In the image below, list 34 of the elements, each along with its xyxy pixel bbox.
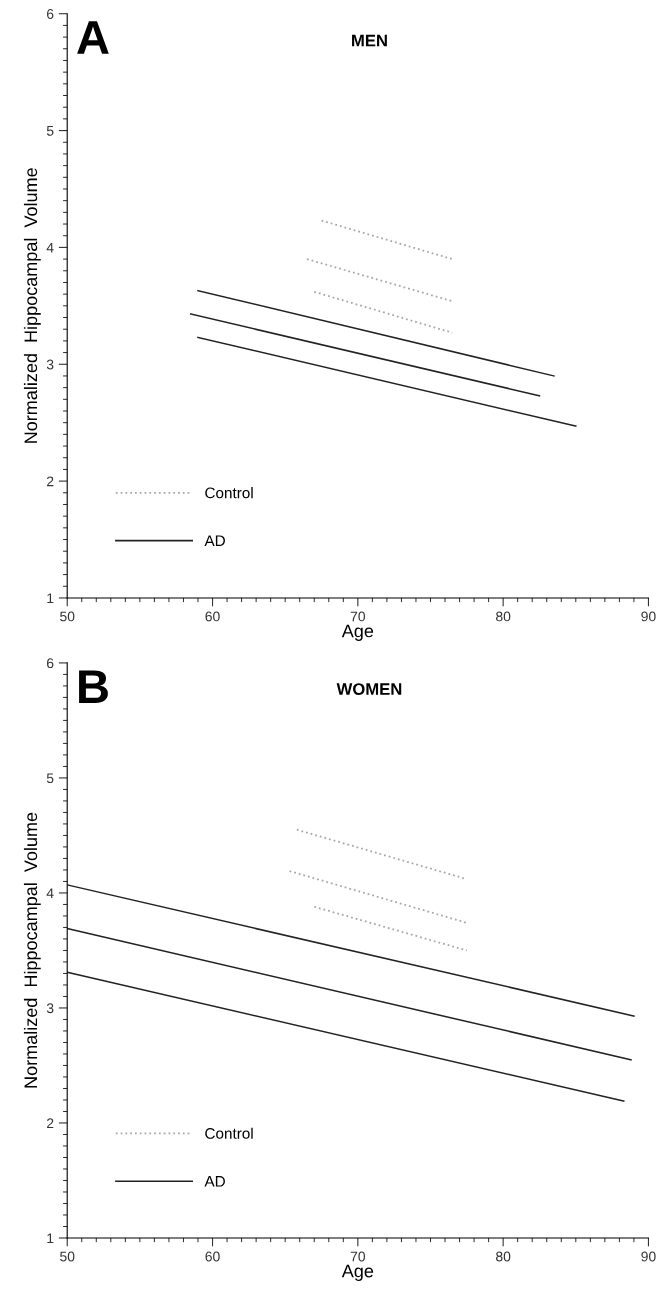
x-tick-label: 50: [60, 1251, 75, 1262]
y-tick-label: 2: [47, 1118, 54, 1129]
y-tick-label: 4: [46, 888, 54, 898]
x-tick-label: 90: [641, 1251, 656, 1262]
annotation: A: [77, 21, 109, 54]
y-tick-label: 1: [47, 1233, 54, 1244]
y-axis-title: Normalized Hippocampal Volume: [23, 812, 41, 1088]
y-tick-label: 2: [47, 476, 54, 487]
legend-label: Control: [205, 1127, 253, 1139]
legend-label: Control: [205, 487, 253, 499]
y-tick-label: 6: [47, 9, 54, 19]
x-axis-title: Age: [341, 624, 374, 641]
x-tick-label: 60: [205, 611, 220, 622]
x-tick-label: 70: [350, 611, 366, 622]
y-tick-label: 5: [46, 773, 54, 784]
x-axis-title: Age: [341, 1264, 374, 1281]
x-tick-label: 60: [205, 1251, 220, 1262]
y-tick-label: 1: [47, 593, 54, 603]
annotation: B: [79, 670, 108, 703]
text: MEN: [352, 34, 387, 47]
y-tick-label: 3: [46, 359, 54, 370]
x-tick-label: 80: [496, 1251, 511, 1262]
x-tick-label: 90: [641, 611, 656, 622]
y-tick-label: 6: [47, 658, 54, 669]
x-tick-label: 80: [496, 611, 511, 622]
x-tick-label: 50: [60, 611, 75, 622]
y-tick-label: 4: [46, 242, 54, 253]
text: WOMEN: [336, 683, 402, 695]
y-tick-label: 3: [46, 1003, 54, 1014]
legend-label: AD: [204, 535, 225, 546]
y-axis-title: Normalized Hippocampal Volume: [23, 168, 41, 443]
x-tick-label: 70: [350, 1251, 366, 1262]
y-tick-label: 5: [46, 126, 54, 136]
legend-label: AD: [204, 1176, 225, 1187]
